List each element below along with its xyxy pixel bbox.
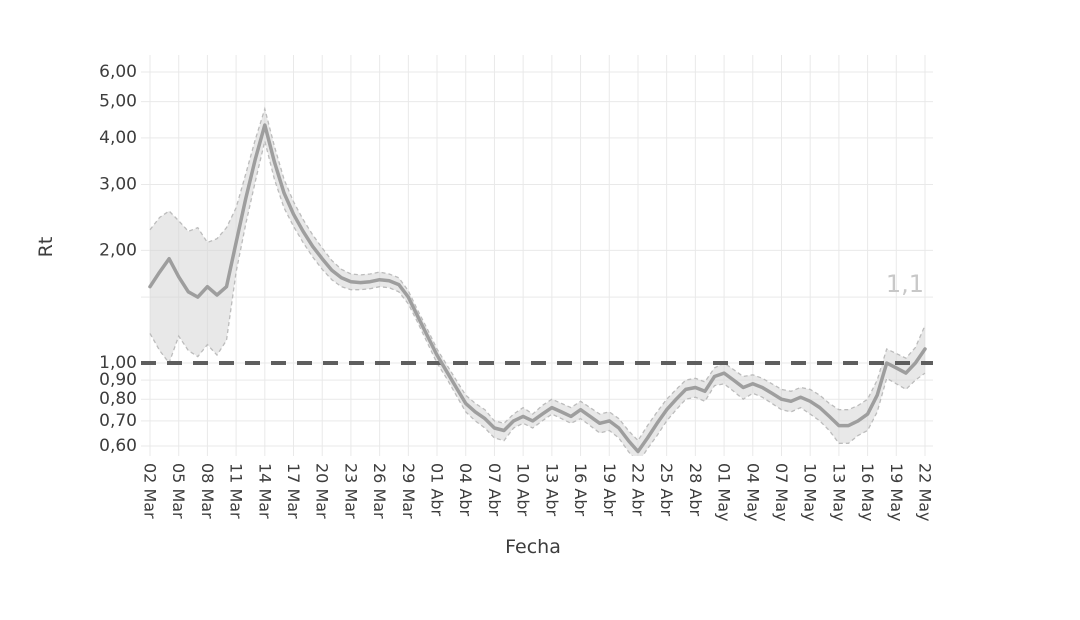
- x-tick-label: 10 Abr: [514, 463, 533, 517]
- x-tick-label: 04 May: [743, 463, 762, 522]
- y-tick-label: 6,00: [99, 62, 137, 82]
- x-tick-label: 19 Abr: [600, 463, 619, 517]
- y-tick-label: 2,00: [99, 240, 137, 260]
- x-tick-label: 14 Mar: [255, 463, 274, 519]
- x-tick-label: 05 Mar: [169, 463, 188, 519]
- x-tick-label: 22 May: [916, 463, 935, 522]
- y-tick-label: 3,00: [99, 175, 137, 195]
- band-lower-edge: [149, 140, 926, 456]
- rt-line-path: [148, 123, 927, 454]
- latest-value-label: 1,1: [886, 270, 924, 298]
- y-tick-label: 1,00: [99, 353, 137, 373]
- x-tick-label: 13 Abr: [542, 463, 561, 517]
- x-tick-label: 02 Mar: [141, 463, 160, 519]
- y-tick-label: 0,80: [99, 389, 137, 409]
- x-axis-tick-labels: 02 Mar 05 Mar 08 Mar 11 Mar 14 Mar 17 Mar 20 M…: [141, 463, 935, 522]
- x-tick-label: 22 Abr: [628, 463, 647, 517]
- x-tick-label: 13 May: [829, 463, 848, 522]
- confidence-band: [149, 106, 926, 456]
- x-tick-label: 23 Mar: [341, 463, 360, 519]
- x-tick-label: 20 Mar: [313, 463, 332, 519]
- gridlines: [141, 55, 933, 456]
- x-tick-label: 29 Mar: [399, 463, 418, 519]
- band-upper-edge: [149, 106, 926, 442]
- x-tick-label: 25 Abr: [657, 463, 676, 517]
- y-axis-title: Rt: [35, 237, 57, 258]
- y-tick-label: 0,60: [99, 436, 137, 456]
- x-tick-label: 26 Mar: [370, 463, 389, 519]
- y-tick-label: 5,00: [99, 92, 137, 112]
- x-tick-label: 08 Mar: [198, 463, 217, 519]
- x-tick-label: 04 Abr: [456, 463, 475, 517]
- y-tick-label: 4,00: [99, 128, 137, 148]
- x-tick-label: 07 Abr: [485, 463, 504, 517]
- x-tick-label: 19 May: [887, 463, 906, 522]
- x-tick-label: 10 May: [801, 463, 820, 522]
- x-tick-label: 17 Mar: [284, 463, 303, 519]
- confidence-band-area: [150, 108, 925, 456]
- x-tick-label: 16 May: [858, 463, 877, 522]
- x-tick-label: 28 Abr: [686, 463, 705, 517]
- x-tick-label: 01 May: [715, 463, 734, 522]
- rt-mean-line: [148, 123, 927, 454]
- x-tick-label: 11 Mar: [227, 463, 246, 519]
- x-axis-title: Fecha: [505, 536, 561, 558]
- y-tick-label: 0,70: [99, 411, 137, 431]
- x-tick-label: 07 May: [772, 463, 791, 522]
- x-tick-label: 01 Abr: [428, 463, 447, 517]
- x-tick-label: 16 Abr: [571, 463, 590, 517]
- y-tick-label: 0,90: [99, 370, 137, 390]
- y-axis-tick-labels: 6,00 5,00 4,00 3,00 2,00 1,000,900,800,70 0,60: [99, 62, 137, 456]
